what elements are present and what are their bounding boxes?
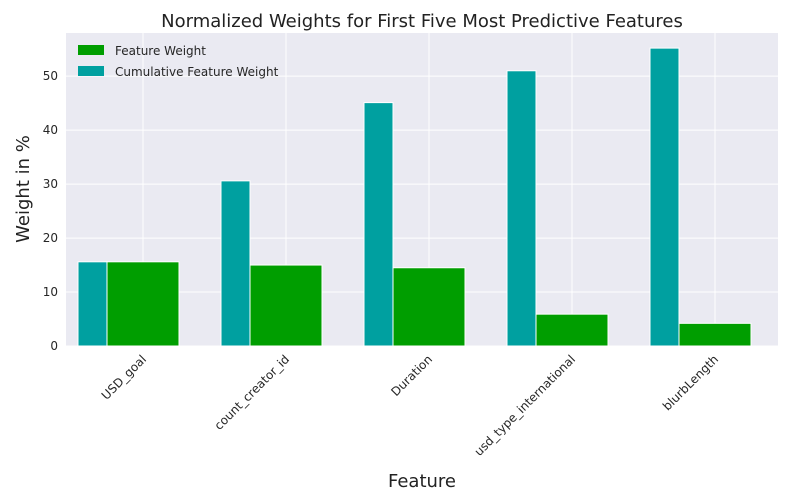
legend-label: Cumulative Feature Weight	[115, 65, 279, 79]
bar-feature-weight	[678, 322, 752, 347]
y-tick-label: 30	[43, 177, 58, 191]
bar-feature-weight	[106, 261, 180, 347]
x-tick-label: USD_goal	[99, 352, 149, 402]
bars	[77, 47, 752, 347]
x-tick-label: usd_type_international	[472, 352, 579, 459]
y-tick-label: 50	[43, 69, 58, 83]
bar-cumulative-feature-weight	[649, 47, 680, 347]
bar-cumulative-feature-weight	[506, 70, 537, 347]
x-tick-label: count_creator_id	[212, 352, 292, 432]
y-tick-labels: 0 10 20 30 40 50	[43, 69, 58, 353]
x-tick-label: Duration	[388, 352, 435, 399]
y-tick-label: 20	[43, 231, 58, 245]
x-tick-label: blurbLength	[660, 352, 721, 413]
legend: Feature Weight Cumulative Feature Weight	[78, 44, 279, 79]
chart-title: Normalized Weights for First Five Most P…	[161, 11, 683, 32]
x-tick-labels: USD_goal count_creator_id Duration usd_type…	[99, 352, 721, 459]
bar-cumulative-feature-weight	[363, 102, 394, 347]
bar-feature-weight	[535, 313, 609, 347]
bar-feature-weight	[392, 267, 466, 347]
y-axis-label: Weight in %	[13, 135, 34, 243]
legend-swatch	[78, 66, 104, 76]
legend-swatch	[78, 45, 104, 55]
bar-cumulative-feature-weight	[77, 261, 108, 347]
y-tick-label: 40	[43, 123, 58, 137]
legend-label: Feature Weight	[115, 44, 206, 58]
bar-feature-weight	[249, 264, 323, 347]
y-tick-label: 0	[50, 339, 58, 353]
bar-cumulative-feature-weight	[220, 180, 251, 347]
x-axis-label: Feature	[388, 471, 456, 492]
y-tick-label: 10	[43, 285, 58, 299]
